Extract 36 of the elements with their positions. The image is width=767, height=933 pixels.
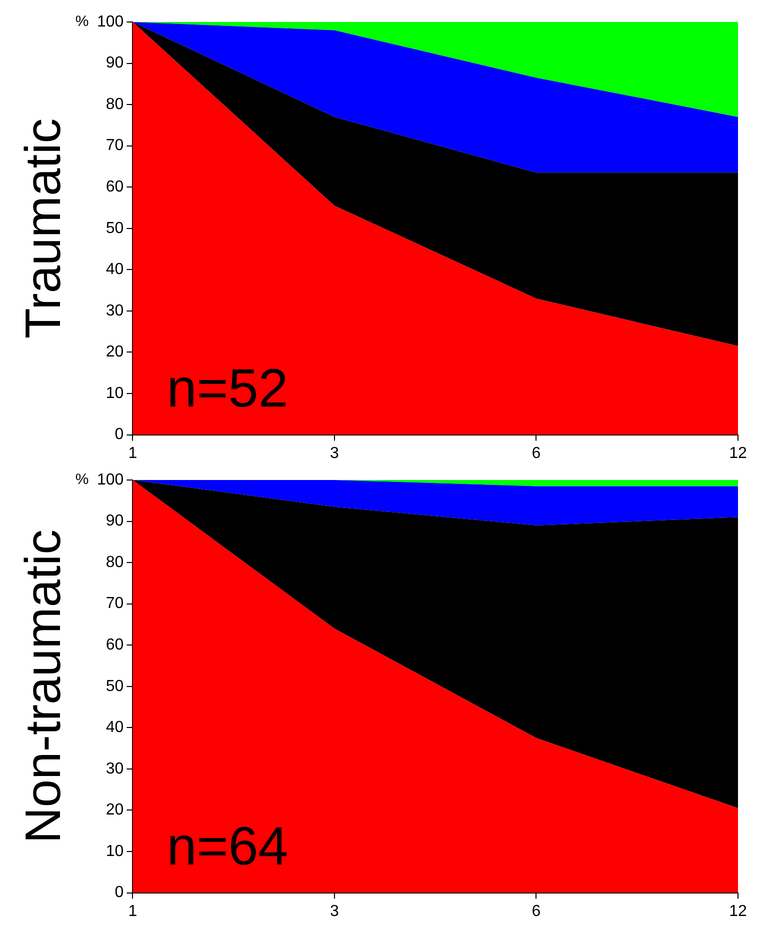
y-tick-label: 20 xyxy=(106,802,124,819)
y-tick-label: 80 xyxy=(106,554,124,571)
y-tick-label: 70 xyxy=(106,137,124,154)
y-tick-label: 40 xyxy=(106,719,124,736)
y-tick-label: 80 xyxy=(106,96,124,113)
y-tick-label: 40 xyxy=(106,261,124,278)
x-tick-label: 6 xyxy=(532,444,541,462)
y-tick-label: 20 xyxy=(106,344,124,361)
y-tick-label: 100 xyxy=(96,471,124,488)
x-tick-label: 12 xyxy=(729,902,747,920)
y-tick-label: 90 xyxy=(106,54,124,72)
y-axis-title: Traumatic xyxy=(14,118,71,339)
x-tick-label: 1 xyxy=(128,444,138,462)
y-tick-label: 30 xyxy=(106,760,124,778)
y-tick-label: 50 xyxy=(106,220,124,237)
x-tick-label: 12 xyxy=(729,444,747,462)
y-tick-label: 60 xyxy=(106,636,124,654)
text: % xyxy=(75,13,89,30)
y-axis-title: Non-traumatic xyxy=(14,529,71,844)
x-tick-label: 6 xyxy=(532,902,541,920)
y-tick-label: 90 xyxy=(106,512,124,530)
y-tick-label: 10 xyxy=(106,842,124,860)
y-tick-label: 0 xyxy=(114,884,124,902)
y-tick-label: 70 xyxy=(106,595,124,612)
x-tick-label: 3 xyxy=(330,902,340,920)
y-tick-label: 0 xyxy=(114,426,124,444)
x-tick-label: 3 xyxy=(330,444,340,462)
x-tick-label: 1 xyxy=(128,902,138,920)
y-tick-label: 50 xyxy=(106,678,124,695)
y-tick-label: 10 xyxy=(106,384,124,402)
text: % xyxy=(75,471,89,488)
annotation: n=64 xyxy=(166,816,288,877)
y-tick-label: 30 xyxy=(106,302,124,320)
y-tick-label: 100 xyxy=(96,13,124,30)
annotation: n=52 xyxy=(166,358,288,419)
y-tick-label: 60 xyxy=(106,178,124,196)
